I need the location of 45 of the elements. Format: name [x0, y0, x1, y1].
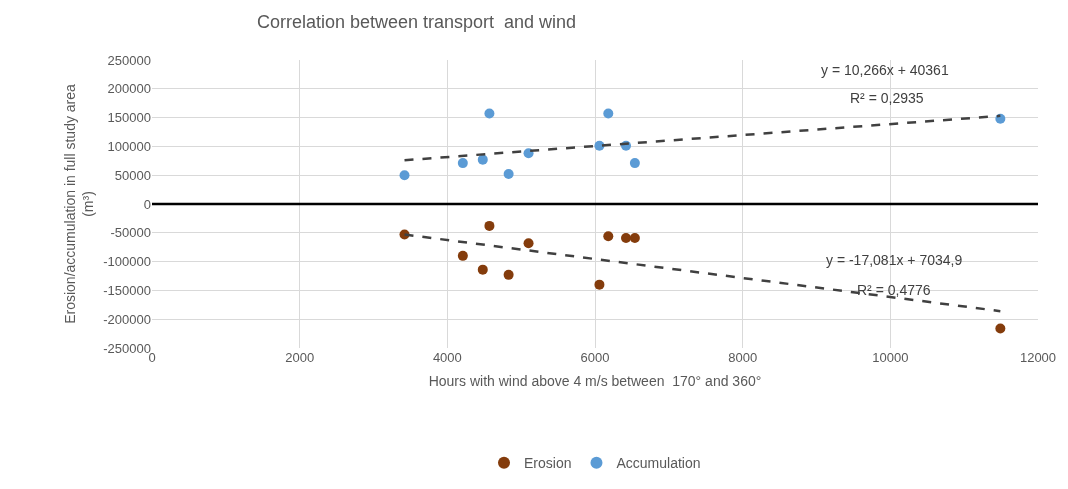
x-tick-label: 2000 [285, 350, 315, 365]
y-tick-label: 150000 [107, 110, 151, 126]
point [523, 238, 534, 249]
annotation: y = 10,266x + 40361 [821, 62, 949, 78]
point [484, 220, 495, 231]
y-tick-label: -200000 [103, 311, 151, 327]
point [484, 108, 495, 119]
x-tick-label: 6000 [580, 350, 610, 365]
point [629, 158, 640, 169]
point [477, 264, 488, 275]
legend-label: Accumulation [616, 455, 701, 472]
point [603, 108, 614, 119]
y-axis-title: Erosion/accumulation in full study area (m³) [61, 83, 96, 324]
point [523, 148, 534, 159]
point [477, 154, 488, 165]
y-tick-label: -100000 [103, 254, 151, 270]
y-tick-label: 0 [143, 196, 151, 212]
point [457, 158, 468, 169]
point [995, 323, 1006, 334]
point [457, 250, 468, 261]
point [603, 231, 614, 242]
point [503, 169, 514, 180]
legend-label: Erosion [524, 455, 572, 472]
annotation: R² = 0,2935 [850, 90, 924, 106]
y-tick-label: 200000 [107, 81, 151, 97]
point [594, 279, 605, 290]
y-tick-label: 50000 [114, 167, 151, 183]
x-tick-label: 10000 [872, 350, 909, 365]
point [621, 232, 632, 243]
annotation: R² = 0,4776 [857, 282, 931, 298]
y-tick-label: 100000 [107, 138, 151, 154]
chart-title: Correlation between transport and wind [256, 12, 577, 33]
x-tick-label: 4000 [432, 350, 462, 365]
point [399, 170, 410, 181]
annotation: y = -17,081x + 7034,9 [826, 252, 963, 268]
y-tick-label: -50000 [110, 225, 151, 241]
x-tick-label: 12000 [1019, 350, 1057, 365]
x-axis-title: Hours with wind above 4 m/s between 170° and 360° [428, 373, 762, 390]
y-tick-label: 250000 [107, 52, 151, 68]
point [503, 269, 514, 280]
x-tick-label: 8000 [728, 350, 758, 365]
point [629, 232, 640, 243]
y-tick-label: -150000 [103, 282, 151, 298]
point [995, 113, 1006, 124]
point [594, 140, 605, 151]
